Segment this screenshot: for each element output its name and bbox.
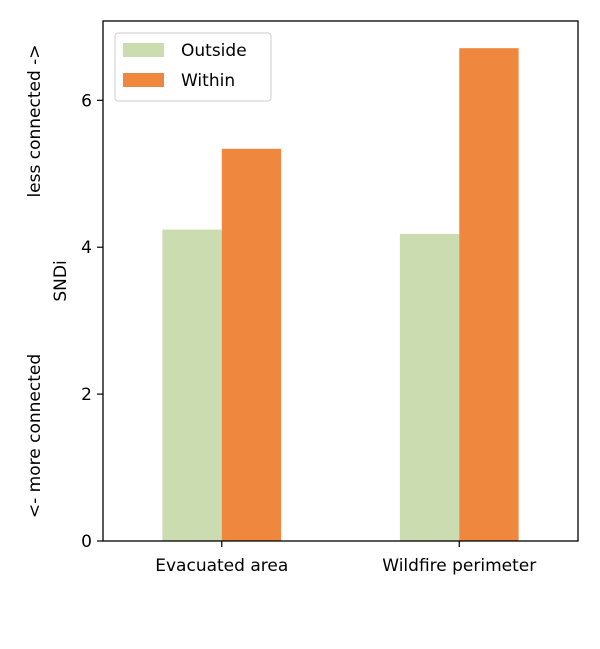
legend-label-outside: Outside: [181, 41, 247, 61]
legend-label-within: Within: [181, 71, 235, 91]
y-axis-label: SNDi: [51, 260, 71, 301]
bars-group: [162, 48, 519, 541]
x-tick-label: Wildfire perimeter: [382, 556, 536, 576]
axes-frame: [102, 20, 579, 542]
bar-within-0: [221, 148, 282, 541]
y-axis-upper-note: less connected ->: [25, 44, 45, 197]
bar-outside-0: [162, 229, 222, 541]
bar-within-1: [459, 48, 519, 541]
y-tick-label: 4: [81, 238, 92, 258]
legend-swatch-within: [123, 73, 164, 87]
y-axis-lower-note: <- more connected: [25, 354, 45, 518]
x-tick-label: Evacuated area: [155, 556, 288, 576]
x-ticks: Evacuated area Wildfire perimeter: [155, 541, 536, 576]
legend-swatch-outside: [123, 43, 164, 57]
bar-outside-1: [399, 233, 460, 541]
y-ticks: 0 2 4 6: [81, 91, 103, 552]
y-tick-label: 0: [81, 532, 92, 552]
y-tick-label: 2: [81, 385, 92, 405]
legend: Outside Within: [114, 32, 272, 102]
y-tick-label: 6: [81, 91, 92, 111]
